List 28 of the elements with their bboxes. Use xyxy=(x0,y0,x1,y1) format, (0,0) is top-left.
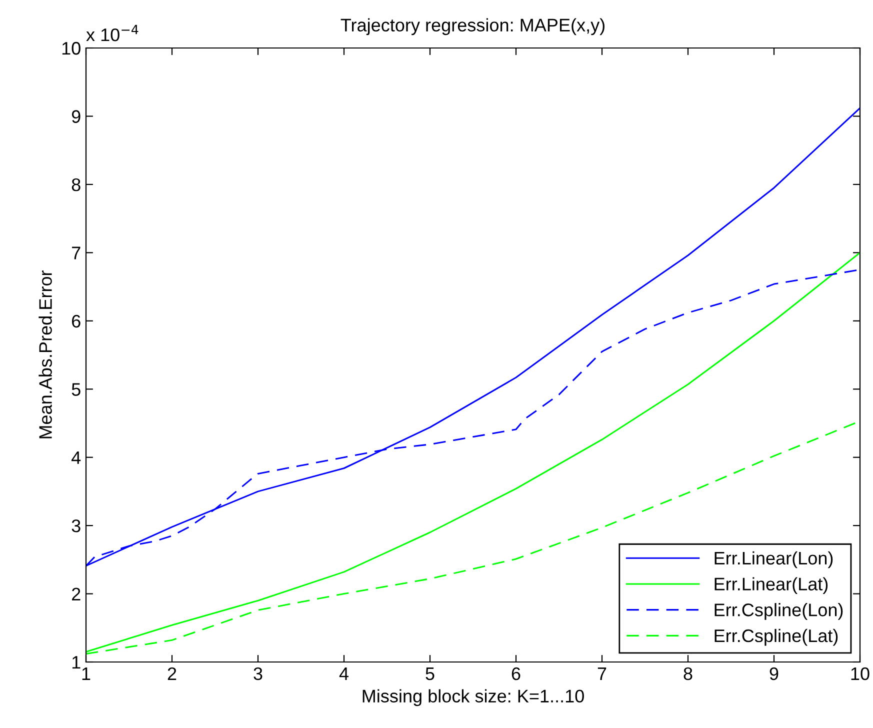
text: x 10$^{−4}$ xyxy=(86,24,138,42)
x-tick-label: 10 xyxy=(851,667,870,680)
y-tick-label: 8 xyxy=(72,178,80,192)
y-tick-label: 1 xyxy=(72,656,80,669)
legend-label: Err.Cspline(Lon) xyxy=(714,603,843,620)
y-axis-title: Mean.Abs.Pred.Error xyxy=(38,270,52,438)
y-tick-label: 5 xyxy=(72,383,80,396)
x-tick-label: 2 xyxy=(168,667,176,680)
legend-label: Err.Cspline(Lat) xyxy=(714,628,838,646)
y-tick-label: 4 xyxy=(72,451,81,464)
x-tick-label: 9 xyxy=(770,667,778,680)
x-tick-label: 7 xyxy=(598,668,606,680)
x-tick-label: 5 xyxy=(426,668,434,680)
x-tick-label: 1 xyxy=(82,668,90,680)
legend-label: Err.Linear(Lon) xyxy=(714,551,833,568)
x-tick-label: 6 xyxy=(512,667,520,680)
y-tick-label: 3 xyxy=(72,519,80,532)
y-tick-label: 6 xyxy=(72,314,80,328)
y-tick-label: 2 xyxy=(72,588,80,600)
y-tick-label: 7 xyxy=(72,246,80,260)
x-tick-label: 3 xyxy=(254,667,262,680)
legend-label: Err.Linear(Lat) xyxy=(714,577,828,594)
x-tick-label: 4 xyxy=(339,668,348,680)
y-tick-label: 9 xyxy=(72,110,80,123)
x-axis-title: Missing block size: K=1...10 xyxy=(362,689,584,706)
x-tick-label: 8 xyxy=(684,667,692,680)
chart-title: Trajectory regression: MAPE(x,y) xyxy=(340,18,604,36)
y-tick-label: 10 xyxy=(62,42,80,55)
